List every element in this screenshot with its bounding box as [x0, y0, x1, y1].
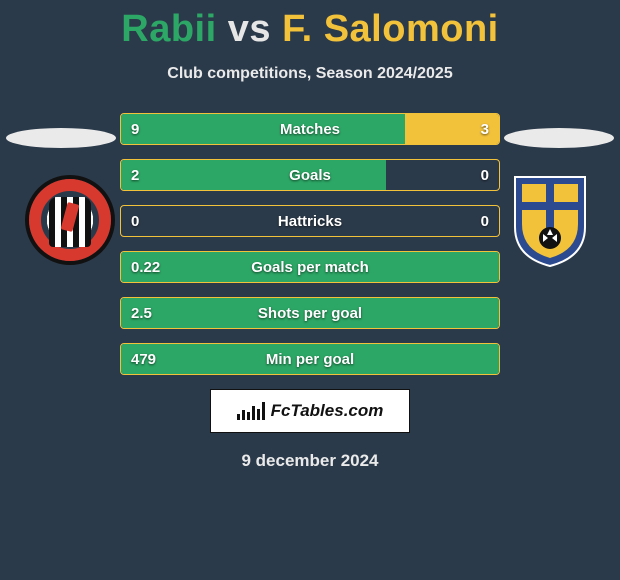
- page-title: Rabii vs F. Salomoni: [0, 0, 620, 51]
- stat-row: 00Hattricks: [120, 205, 500, 237]
- shield-icon: [510, 172, 590, 268]
- bars-icon: [237, 402, 265, 420]
- player1-name: Rabii: [121, 8, 216, 50]
- crest-ring-icon: [25, 175, 115, 265]
- team-crest-left: [20, 170, 120, 270]
- team-crest-right: [500, 170, 600, 270]
- date-text: 9 december 2024: [0, 451, 620, 471]
- shadow-right: [504, 128, 614, 148]
- stat-label: Matches: [121, 114, 499, 144]
- player2-name: F. Salomoni: [282, 8, 499, 50]
- stat-label: Min per goal: [121, 344, 499, 374]
- stat-label: Shots per goal: [121, 298, 499, 328]
- stat-label: Goals: [121, 160, 499, 190]
- stat-row: 2.5Shots per goal: [120, 297, 500, 329]
- brand-text: FcTables.com: [271, 401, 384, 421]
- stat-label: Hattricks: [121, 206, 499, 236]
- stat-row: 93Matches: [120, 113, 500, 145]
- vs-text: vs: [228, 8, 271, 50]
- stats-bars: 93Matches 20Goals 00Hattricks 0.22Goals per…: [120, 113, 500, 375]
- stat-label: Goals per match: [121, 252, 499, 282]
- brand-box: FcTables.com: [210, 389, 410, 433]
- stat-row: 0.22Goals per match: [120, 251, 500, 283]
- subtitle: Club competitions, Season 2024/2025: [0, 65, 620, 83]
- shadow-left: [6, 128, 116, 148]
- stat-row: 479Min per goal: [120, 343, 500, 375]
- stat-row: 20Goals: [120, 159, 500, 191]
